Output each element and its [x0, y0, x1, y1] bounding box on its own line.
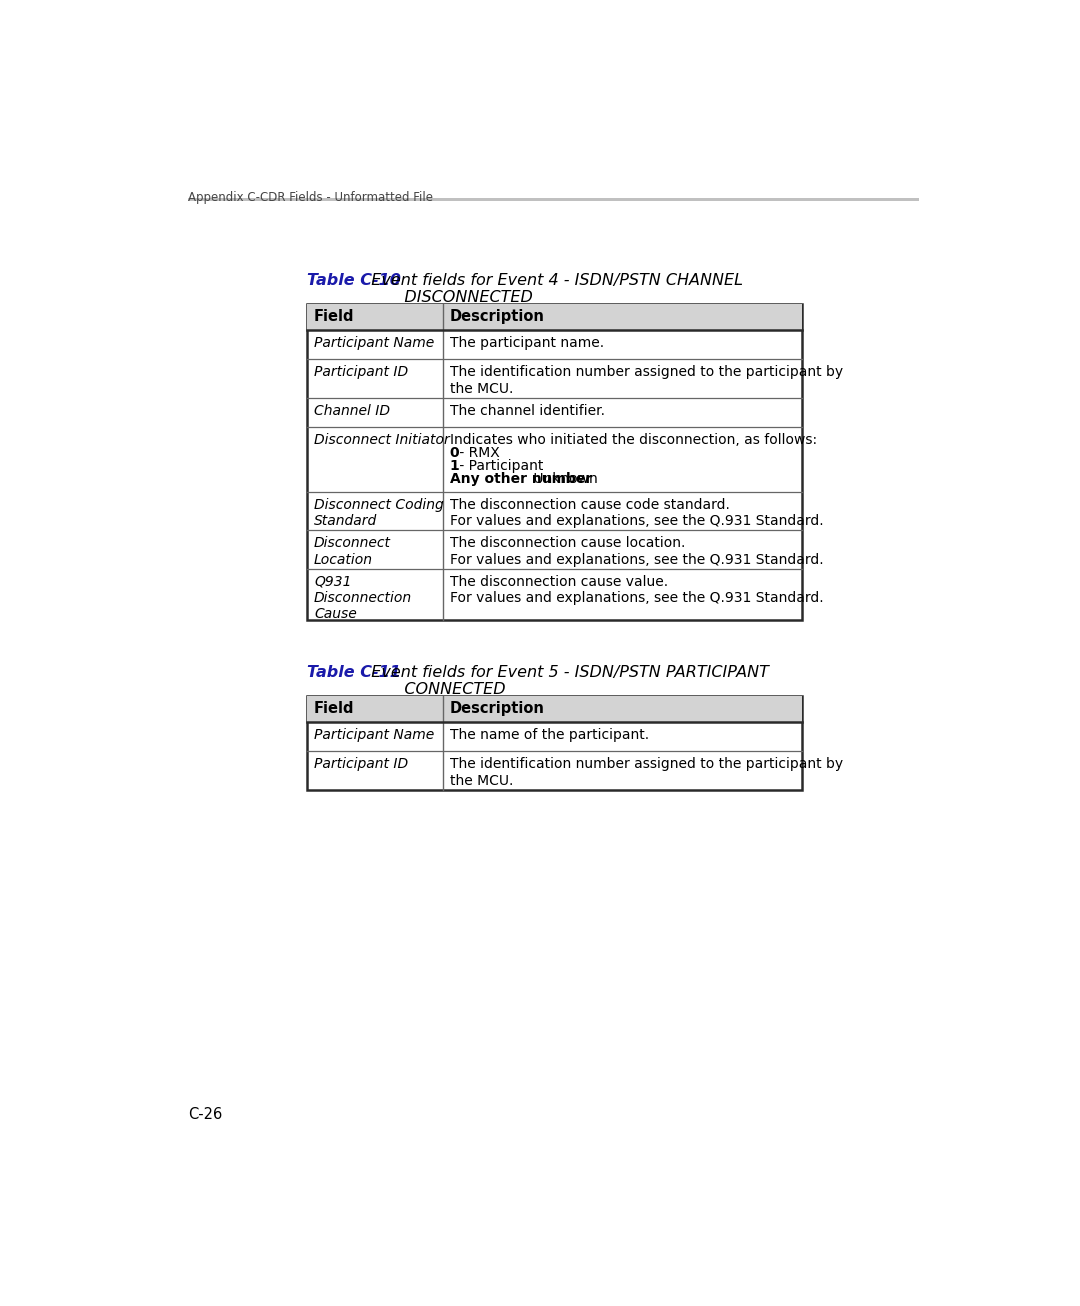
Text: Any other number: Any other number: [449, 473, 592, 487]
Text: Appendix C-CDR Fields - Unformatted File: Appendix C-CDR Fields - Unformatted File: [188, 191, 433, 204]
Text: The identification number assigned to the participant by
the MCU.: The identification number assigned to th…: [449, 757, 842, 788]
Bar: [307, 304, 801, 620]
Text: Description: Description: [449, 310, 544, 324]
Text: Event fields for Event 4 - ISDN/PSTN CHANNEL: Event fields for Event 4 - ISDN/PSTN CHA…: [361, 273, 743, 289]
Bar: [188, 197, 919, 201]
Bar: [307, 696, 801, 722]
Text: Participant Name: Participant Name: [314, 336, 434, 350]
Text: The channel identifier.: The channel identifier.: [449, 404, 605, 418]
Text: Table C-10: Table C-10: [307, 273, 401, 289]
Text: C-26: C-26: [188, 1107, 222, 1122]
Text: Disconnect Coding
Standard: Disconnect Coding Standard: [314, 498, 444, 528]
Text: Disconnect Initiator: Disconnect Initiator: [314, 434, 449, 447]
Text: - RMX: - RMX: [455, 447, 499, 460]
Text: The disconnection cause location.
For values and explanations, see the Q.931 Sta: The disconnection cause location. For va…: [449, 537, 823, 567]
Text: Event fields for Event 5 - ISDN/PSTN PARTICIPANT: Event fields for Event 5 - ISDN/PSTN PAR…: [361, 665, 768, 680]
Text: 0: 0: [449, 447, 459, 460]
Text: Table C-11: Table C-11: [307, 665, 401, 680]
Text: 1: 1: [449, 460, 459, 473]
Text: Indicates who initiated the disconnection, as follows:: Indicates who initiated the disconnectio…: [449, 434, 816, 447]
Text: Participant ID: Participant ID: [314, 366, 408, 380]
Text: Disconnect
Location: Disconnect Location: [314, 537, 391, 567]
Text: The identification number assigned to the participant by
the MCU.: The identification number assigned to th…: [449, 366, 842, 396]
Text: Participant Name: Participant Name: [314, 729, 434, 742]
Text: The participant name.: The participant name.: [449, 336, 604, 350]
Text: DISCONNECTED: DISCONNECTED: [307, 290, 532, 306]
Text: Unknown: Unknown: [529, 473, 597, 487]
Text: Channel ID: Channel ID: [314, 404, 390, 418]
Text: CONNECTED: CONNECTED: [307, 682, 505, 697]
Bar: [307, 696, 801, 790]
Text: Description: Description: [449, 701, 544, 717]
Text: Participant ID: Participant ID: [314, 757, 408, 772]
Text: The disconnection cause value.
For values and explanations, see the Q.931 Standa: The disconnection cause value. For value…: [449, 575, 823, 605]
Text: The disconnection cause code standard.
For values and explanations, see the Q.93: The disconnection cause code standard. F…: [449, 498, 823, 528]
Text: Q931
Disconnection
Cause: Q931 Disconnection Cause: [314, 575, 413, 622]
Text: Field: Field: [314, 701, 354, 717]
Text: - Participant: - Participant: [455, 460, 543, 473]
Text: Field: Field: [314, 310, 354, 324]
Bar: [307, 304, 801, 330]
Text: The name of the participant.: The name of the participant.: [449, 729, 649, 742]
